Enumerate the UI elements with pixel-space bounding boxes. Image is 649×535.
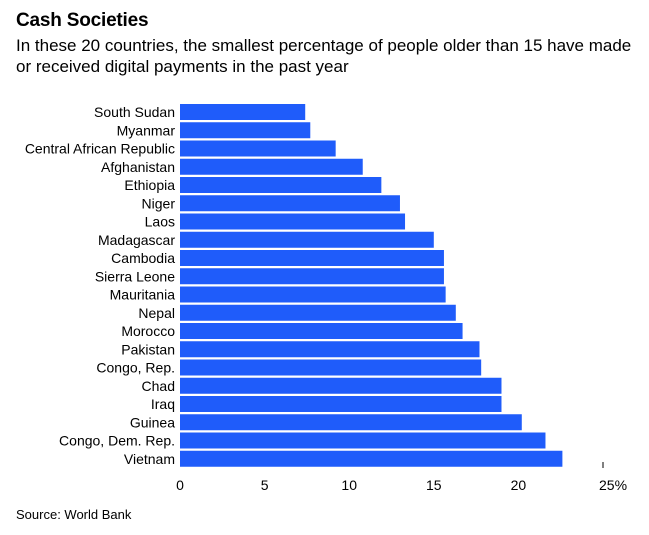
chart-title: Cash Societies — [16, 10, 149, 31]
bar — [180, 450, 563, 467]
bar — [180, 396, 502, 412]
bar — [180, 432, 546, 449]
bar — [180, 341, 480, 358]
category-label: Mauritania — [110, 287, 176, 303]
category-label: Madagascar — [98, 232, 175, 248]
x-tick-label: 25% — [599, 477, 627, 493]
bar — [180, 195, 400, 212]
bar — [180, 286, 446, 303]
category-label: Niger — [142, 195, 176, 211]
category-label: Afghanistan — [101, 159, 175, 175]
bar — [180, 231, 434, 248]
bar — [180, 304, 456, 321]
category-label: Congo, Rep. — [96, 360, 175, 376]
category-label: South Sudan — [94, 104, 175, 120]
bar-chart: South Sudan Myanmar Central African Republ… — [25, 104, 627, 493]
bar — [180, 104, 306, 120]
category-label: Iraq — [151, 396, 175, 412]
category-label: Nepal — [138, 305, 175, 321]
chart-subtitle: In these 20 countries, the smallest perc… — [16, 36, 632, 76]
category-label: Guinea — [130, 414, 175, 430]
category-label: Morocco — [121, 323, 175, 339]
x-tick-label: 15 — [426, 477, 442, 493]
x-tick-label: 0 — [176, 477, 184, 493]
x-tick-label: 5 — [261, 477, 269, 493]
bar — [180, 158, 363, 175]
category-label: Vietnam — [124, 451, 175, 467]
bar — [180, 414, 522, 431]
bar — [180, 377, 502, 394]
x-tick-label: 20 — [511, 477, 527, 493]
category-label: Myanmar — [117, 122, 176, 138]
bar — [180, 213, 406, 230]
bar — [180, 359, 482, 376]
category-label: Sierra Leone — [95, 268, 175, 284]
category-label: Congo, Dem. Rep. — [59, 433, 175, 449]
bar — [180, 268, 444, 285]
category-label: Pakistan — [121, 341, 175, 357]
source-note: Source: World Bank — [16, 507, 132, 522]
bar — [180, 140, 336, 157]
category-label: Central African Republic — [25, 141, 175, 157]
category-label: Chad — [142, 378, 175, 394]
category-label: Ethiopia — [124, 177, 175, 193]
bar — [180, 250, 444, 266]
category-label: Laos — [145, 214, 175, 230]
x-tick-label: 10 — [341, 477, 357, 493]
bar — [180, 177, 382, 193]
category-label: Cambodia — [111, 250, 175, 266]
bar — [180, 323, 463, 339]
bar — [180, 122, 311, 139]
